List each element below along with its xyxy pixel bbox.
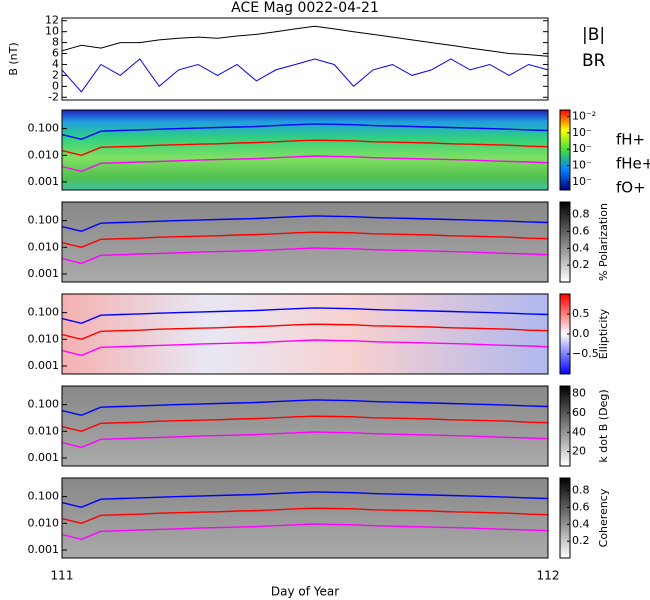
y-tick-label: 4	[52, 57, 59, 70]
series-line	[61, 431, 549, 449]
colorbar-tick-label: −0.5	[572, 347, 599, 360]
colorbar-tick-label: 10⁻	[572, 175, 592, 188]
colorbar-tick-label: 0.0	[572, 327, 590, 340]
series-line	[61, 415, 549, 433]
y-tick-label: 0.001	[28, 359, 60, 372]
colorbar-tick-label: 20	[572, 445, 586, 458]
series-line	[61, 155, 549, 173]
plot-frame	[61, 385, 549, 467]
colorbar-tick-label: 0.6	[572, 224, 590, 237]
plot-frame	[61, 293, 549, 375]
y-tick-label: 0.010	[28, 424, 60, 437]
y-tick-label: 6	[52, 47, 59, 60]
x-tick-label: 111	[51, 569, 74, 583]
colorbar-tick-label: 0.6	[572, 500, 590, 513]
series-line	[61, 523, 549, 541]
series-line	[61, 58, 549, 93]
spectrogram-background	[62, 478, 548, 558]
colorbar-tick-label: 0.2	[572, 258, 590, 271]
spectrogram-background	[62, 386, 548, 466]
colorbar-tick-label: 40	[572, 425, 586, 438]
legend-label: fO+	[616, 179, 646, 197]
colorbar-label: Ellipticity	[597, 308, 610, 359]
y-tick-label: 0.010	[28, 240, 60, 253]
y-tick-label: 8	[52, 36, 59, 49]
series-line	[61, 507, 549, 525]
series-line	[61, 231, 549, 249]
plot-frame	[61, 17, 549, 101]
colorbar-tick-label: 10⁻²	[572, 110, 596, 123]
colorbar-tick-label: 60	[572, 406, 586, 419]
series-line	[61, 307, 549, 325]
chart-title: ACE Mag 0022-04-21	[231, 0, 379, 16]
spectrogram-background	[62, 294, 548, 374]
series-line	[61, 491, 549, 509]
colorbar	[559, 385, 571, 467]
y-tick-label: 0.010	[28, 332, 60, 345]
y-tick-label: 0.001	[28, 175, 60, 188]
y-tick-label: 0.010	[28, 516, 60, 529]
colorbar-label: k dot B (Deg)	[597, 389, 610, 462]
legend-label: BR	[582, 51, 606, 71]
y-tick-label: 0	[52, 79, 59, 92]
y-tick-label: 10	[45, 25, 59, 38]
colorbar-label: % Polarization	[597, 203, 610, 281]
y-tick-label: 0.100	[28, 398, 60, 411]
colorbar	[559, 477, 571, 559]
y-tick-label: 12	[45, 14, 59, 27]
series-line	[61, 25, 549, 57]
colorbar-tick-label: 10⁻	[572, 142, 592, 155]
colorbar-tick-label: 10⁻	[572, 159, 592, 172]
x-tick-label: 112	[537, 569, 560, 583]
colorbar-tick-label: 80	[572, 387, 586, 400]
y-tick-label: 0.001	[28, 267, 60, 280]
plot-frame	[61, 477, 549, 559]
y-tick-label: 0.100	[28, 214, 60, 227]
legend-label: fHe+	[616, 155, 650, 173]
series-line	[61, 123, 549, 141]
series-line	[61, 399, 549, 417]
colorbar-label: Coherency	[597, 488, 610, 547]
colorbar-tick-label: 0.2	[572, 534, 590, 547]
y-tick-label: 0.100	[28, 306, 60, 319]
series-line	[61, 323, 549, 341]
spectrogram-background	[62, 202, 548, 282]
colorbar-tick-label: 0.4	[572, 517, 590, 530]
series-line	[61, 339, 549, 357]
spectrogram-background	[62, 110, 548, 190]
colorbar-tick-label: 10⁻	[572, 126, 592, 139]
y-tick-label: 0.001	[28, 451, 60, 464]
y-tick-label: -2	[48, 90, 59, 103]
plot-frame	[61, 201, 549, 283]
colorbar	[559, 201, 571, 283]
x-axis-label: Day of Year	[271, 585, 339, 599]
y-tick-label: 2	[52, 68, 59, 81]
legend-label: fH+	[616, 131, 645, 149]
plot-frame	[61, 109, 549, 191]
colorbar-tick-label: 0.5	[572, 307, 590, 320]
y-axis-label: B (nT)	[7, 42, 20, 75]
y-tick-label: 0.100	[28, 490, 60, 503]
legend-label: |B|	[582, 25, 605, 45]
series-line	[61, 215, 549, 233]
colorbar	[559, 109, 571, 191]
colorbar-tick-label: 0.8	[572, 484, 590, 497]
colorbar-tick-label: 0.4	[572, 241, 590, 254]
series-line	[61, 139, 549, 157]
colorbar-tick-label: 0.8	[572, 208, 590, 221]
y-tick-label: 0.100	[28, 122, 60, 135]
y-tick-label: 0.001	[28, 543, 60, 556]
y-tick-label: 0.010	[28, 148, 60, 161]
series-line	[61, 247, 549, 265]
